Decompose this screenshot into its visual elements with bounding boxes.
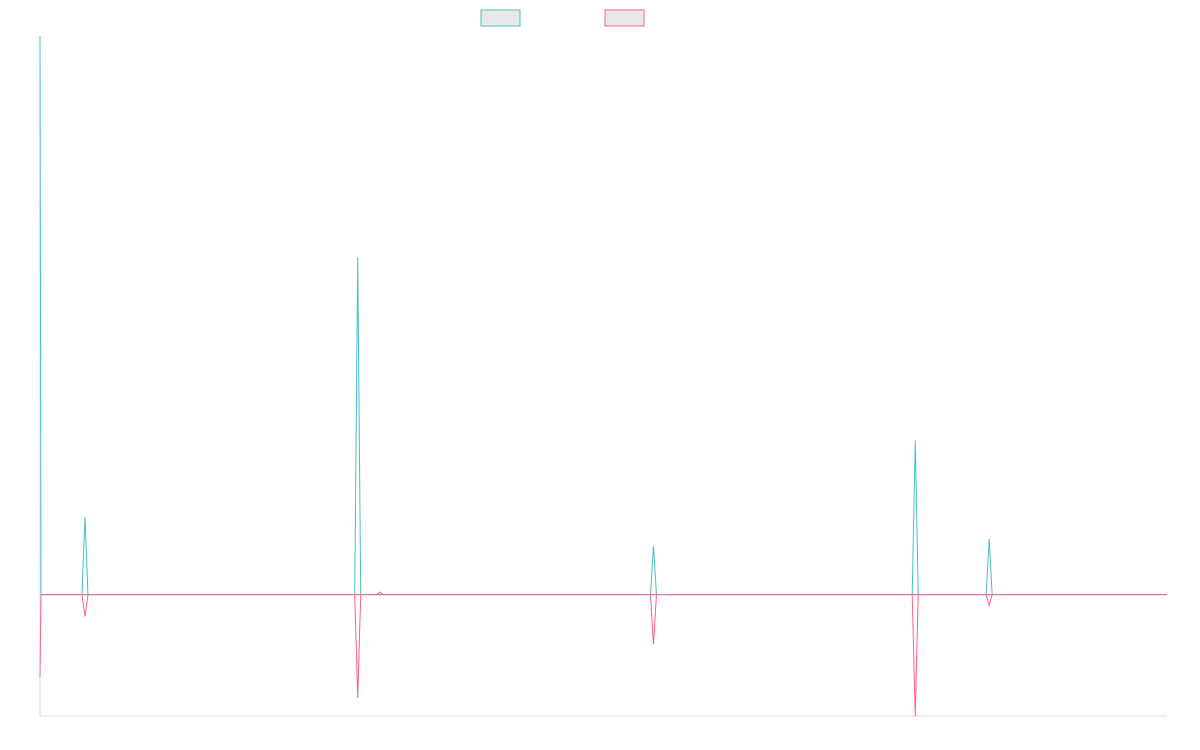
legend xyxy=(480,9,645,27)
series-2-spike-5 xyxy=(911,594,919,717)
legend-swatch-1[interactable] xyxy=(480,9,521,27)
series-1 xyxy=(39,35,1167,596)
series-1-start-segment xyxy=(39,35,42,595)
series-1-spike-1 xyxy=(81,516,89,595)
series-1-spike-4 xyxy=(649,545,657,595)
series-2-spike-2 xyxy=(354,594,362,698)
series-2-spike-1 xyxy=(81,594,89,617)
series-2-spike-4 xyxy=(649,594,657,645)
series-1-spike-5 xyxy=(911,440,919,595)
series-2-start-segment xyxy=(39,594,42,678)
series-1-spike-2 xyxy=(354,256,362,595)
series-2-spike-6 xyxy=(985,594,993,608)
series-group xyxy=(39,35,1167,717)
series-2-spike-3 xyxy=(376,591,384,595)
axes xyxy=(39,36,1167,717)
legend-swatch-2[interactable] xyxy=(604,9,645,27)
series-2 xyxy=(39,591,1167,717)
series-1-spike-6 xyxy=(985,538,993,595)
